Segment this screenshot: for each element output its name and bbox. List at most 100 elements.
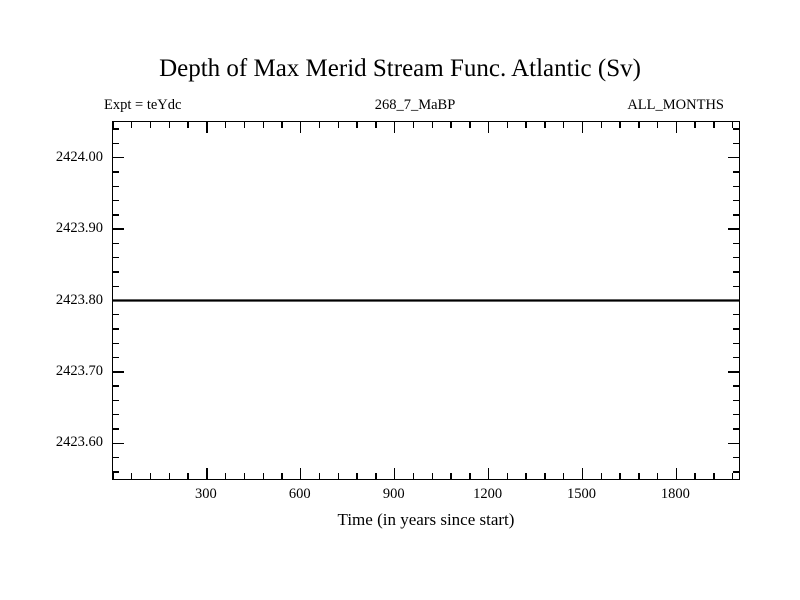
y-major-tick xyxy=(113,157,124,159)
y-minor-tick xyxy=(733,328,739,330)
x-minor-tick xyxy=(337,473,340,479)
period-label: ALL_MONTHS xyxy=(627,97,724,113)
x-minor-tick xyxy=(656,122,659,128)
x-minor-tick xyxy=(469,473,471,479)
y-minor-tick xyxy=(113,214,119,216)
x-tick-label: 1800 xyxy=(660,486,690,502)
experiment-label: Expt = teYdc xyxy=(104,97,182,113)
y-major-tick xyxy=(728,442,739,444)
y-minor-tick xyxy=(733,271,739,273)
y-minor-tick xyxy=(113,171,119,173)
x-minor-tick xyxy=(563,473,565,479)
y-minor-tick xyxy=(113,385,119,387)
x-major-tick xyxy=(394,122,396,133)
x-minor-tick xyxy=(506,473,509,479)
x-major-tick xyxy=(300,468,302,479)
x-minor-tick xyxy=(619,122,621,128)
x-minor-tick xyxy=(318,122,321,128)
x-major-tick xyxy=(206,468,208,479)
x-major-tick xyxy=(675,468,678,479)
x-minor-tick xyxy=(112,473,114,479)
x-minor-tick xyxy=(149,122,152,128)
y-tick-label: 2423.60 xyxy=(55,434,103,451)
x-minor-tick xyxy=(243,122,246,128)
y-minor-tick xyxy=(733,471,739,473)
y-minor-tick xyxy=(733,256,739,259)
y-minor-tick xyxy=(733,142,739,145)
y-major-tick xyxy=(113,371,124,373)
y-minor-tick xyxy=(733,399,739,402)
x-minor-tick xyxy=(600,473,602,479)
x-major-tick xyxy=(300,122,302,133)
x-minor-tick xyxy=(243,473,246,479)
x-minor-tick xyxy=(638,473,640,479)
y-minor-tick xyxy=(733,199,739,202)
x-minor-tick xyxy=(525,473,527,479)
y-minor-tick xyxy=(113,128,119,130)
y-minor-tick xyxy=(113,428,119,430)
x-minor-tick xyxy=(131,122,133,128)
x-minor-tick xyxy=(619,473,621,479)
y-minor-tick xyxy=(113,328,119,330)
x-minor-tick xyxy=(450,473,452,479)
x-minor-tick xyxy=(469,122,471,128)
y-minor-tick xyxy=(113,242,119,245)
x-minor-tick xyxy=(563,122,565,128)
x-minor-tick xyxy=(450,122,452,128)
y-minor-tick xyxy=(733,385,739,387)
x-minor-tick xyxy=(375,473,377,479)
x-minor-tick xyxy=(732,122,734,128)
x-minor-tick xyxy=(412,122,415,128)
x-major-tick xyxy=(581,468,584,479)
y-minor-tick xyxy=(733,128,739,130)
x-minor-tick xyxy=(431,473,433,479)
x-minor-tick xyxy=(224,473,227,479)
x-minor-tick xyxy=(600,122,602,128)
x-minor-tick xyxy=(356,473,358,479)
x-minor-tick xyxy=(694,473,696,479)
x-minor-tick xyxy=(337,122,340,128)
y-minor-tick xyxy=(733,242,739,245)
x-minor-tick xyxy=(732,473,734,479)
x-minor-tick xyxy=(281,473,283,479)
x-axis-title: Time (in years since start) xyxy=(337,510,515,529)
run-id-label: 268_7_MaBP xyxy=(374,97,456,113)
y-minor-tick xyxy=(733,414,739,416)
x-major-tick xyxy=(394,468,396,479)
x-minor-tick xyxy=(638,122,640,128)
x-minor-tick xyxy=(149,473,152,479)
chart-title: Depth of Max Merid Stream Func. Atlantic… xyxy=(159,55,641,82)
x-axis-tick-labels: 300 600 900 1200 1500 1800 xyxy=(112,486,740,508)
y-minor-tick xyxy=(733,171,739,173)
x-minor-tick xyxy=(262,122,264,128)
x-minor-tick xyxy=(713,122,715,128)
y-axis-tick-labels: 2423.60 2423.70 2423.80 2423.90 2424.00 xyxy=(0,121,103,480)
y-minor-tick xyxy=(113,185,119,187)
y-minor-tick xyxy=(113,342,119,345)
y-tick-label: 2423.70 xyxy=(55,362,103,379)
y-tick-label: 2423.80 xyxy=(55,291,103,308)
y-minor-tick xyxy=(733,314,739,316)
y-minor-tick xyxy=(113,399,119,402)
y-major-tick xyxy=(113,228,124,230)
x-minor-tick xyxy=(544,473,546,479)
y-minor-tick xyxy=(113,199,119,202)
x-tick-label: 1200 xyxy=(473,486,503,502)
x-minor-tick xyxy=(168,473,171,479)
x-major-tick xyxy=(487,468,490,479)
y-minor-tick xyxy=(113,314,119,316)
x-major-tick xyxy=(487,122,490,133)
x-minor-tick xyxy=(375,122,377,128)
x-minor-tick xyxy=(412,473,415,479)
y-minor-tick xyxy=(733,214,739,216)
plot-area xyxy=(112,121,740,480)
y-tick-label: 2423.90 xyxy=(55,220,103,237)
y-minor-tick xyxy=(733,356,739,359)
x-major-tick xyxy=(675,122,678,133)
x-minor-tick xyxy=(431,122,433,128)
x-minor-tick xyxy=(525,122,527,128)
y-minor-tick xyxy=(113,471,119,473)
x-tick-label: 900 xyxy=(382,486,405,502)
y-tick-label: 2424.00 xyxy=(55,148,103,165)
